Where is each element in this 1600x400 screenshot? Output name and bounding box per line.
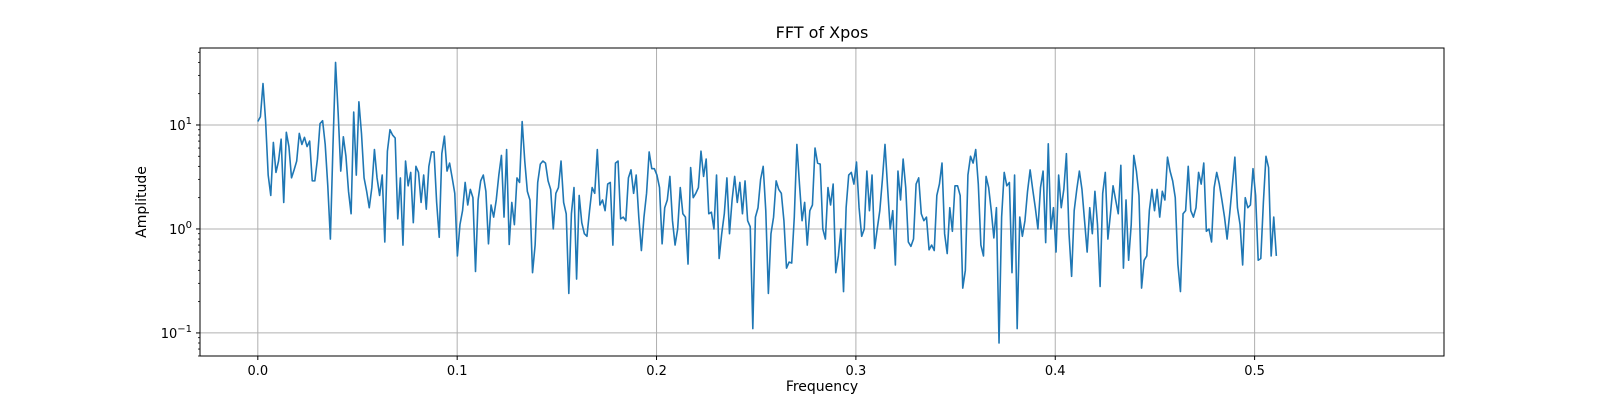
y-axis-ticks: 10−1 100 101 (161, 51, 200, 357)
x-tick-label: 0.0 (247, 364, 268, 379)
y-tick-label: 100 (169, 220, 192, 238)
y-axis-label: Amplitude (134, 166, 150, 238)
x-tick-label: 0.1 (447, 364, 468, 379)
x-axis-label: Frequency (786, 379, 858, 395)
chart-title: FFT of Xpos (776, 23, 869, 42)
x-tick-label: 0.2 (646, 364, 667, 379)
axes-frame (199, 47, 1445, 357)
x-tick-label: 0.3 (846, 364, 867, 379)
series-layer (257, 61, 1278, 344)
series-line-0 (257, 61, 1278, 344)
y-tick-label: 10−1 (161, 324, 192, 342)
y-tick-label: 101 (169, 116, 192, 134)
x-tick-label: 0.5 (1244, 364, 1265, 379)
x-tick-label: 0.4 (1045, 364, 1066, 379)
grid-lines (200, 48, 1444, 356)
x-axis-ticks: 0.0 0.1 0.2 0.3 0.4 0.5 (247, 356, 1265, 379)
